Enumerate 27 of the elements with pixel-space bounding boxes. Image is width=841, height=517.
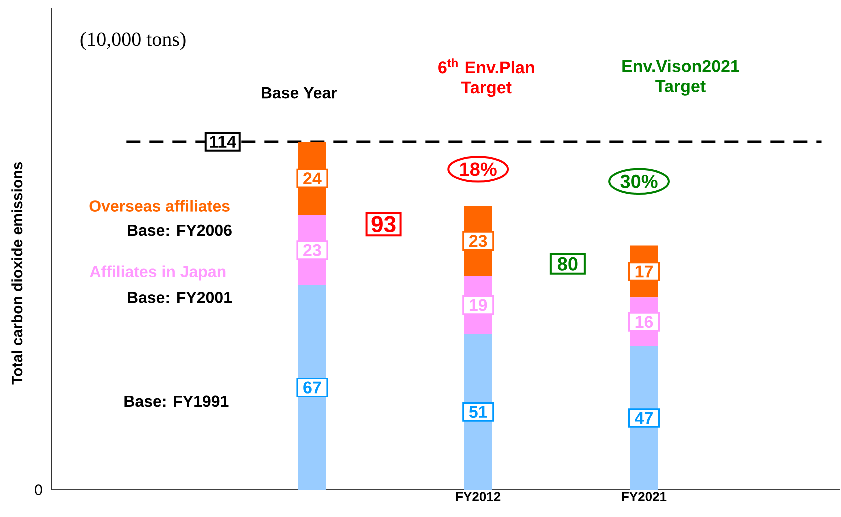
text: Affiliates in Japan (90, 266, 226, 281)
annotation: Base: FY1991 (124, 396, 229, 408)
x-tick-label: FY2012 (456, 492, 501, 502)
data-label: 19 (470, 299, 488, 312)
text: Base Year (262, 88, 338, 99)
text: Total carbon dioxide emissions (12, 162, 23, 385)
annotation: 30% (620, 174, 658, 188)
text: Overseas affiliates (90, 200, 230, 212)
data-label: 16 (636, 316, 654, 328)
text: Env.Vison2021 Target (622, 60, 740, 96)
text: 6$^{th}$ Env.Plan Target (438, 58, 534, 98)
annotation: 18% (460, 162, 497, 176)
annotation: Base: FY2006 (128, 224, 232, 236)
text: 0 (35, 484, 42, 496)
x-tick-label: FY2021 (622, 492, 667, 502)
data-label: 24 (304, 172, 322, 185)
total-label: 93 (372, 216, 396, 233)
data-label: 47 (635, 412, 653, 424)
data-label: 51 (469, 406, 488, 418)
data-label: 23 (304, 244, 322, 256)
data-label: 17 (636, 266, 653, 278)
ref-line-label: 114 (210, 136, 236, 148)
data-label: 67 (304, 382, 322, 394)
annotation: Base: FY2001 (128, 292, 232, 304)
data-label: 23 (469, 235, 488, 248)
total-label: 80 (558, 257, 578, 271)
text: (10,000 tons) (80, 32, 186, 50)
